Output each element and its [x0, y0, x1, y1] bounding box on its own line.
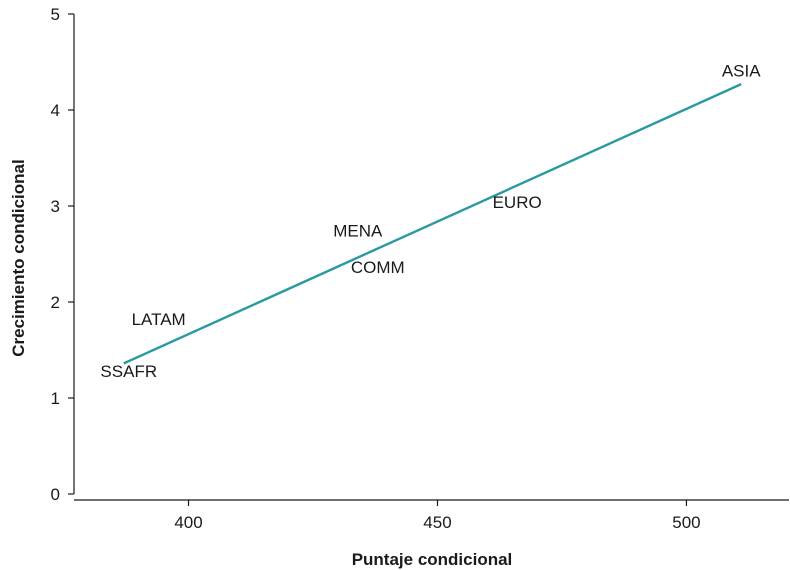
- annotation-layer: SSAFR LATAM MENA COMM EURO ASIA: [100, 61, 761, 380]
- y-axis: 0 1 2 3 4 5: [51, 5, 75, 504]
- x-tick-label: 500: [672, 513, 700, 532]
- point-label: ASIA: [722, 61, 761, 80]
- x-axis: 400 450 500: [74, 499, 789, 532]
- y-tick-label: 2: [51, 293, 60, 312]
- y-tick-label: 4: [51, 101, 60, 120]
- y-tick-label: 1: [51, 389, 60, 408]
- series-line: [123, 83, 742, 365]
- y-axis-title: Crecimiento condicional: [9, 159, 28, 356]
- x-axis-title: Puntaje condicional: [352, 550, 513, 569]
- y-tick-label: 5: [51, 5, 60, 24]
- point-label: SSAFR: [100, 362, 157, 381]
- series-layer: [123, 83, 742, 365]
- point-label: MENA: [333, 222, 383, 241]
- point-label: LATAM: [132, 310, 186, 329]
- x-tick-label: 400: [174, 513, 202, 532]
- y-tick-label: 0: [51, 485, 60, 504]
- point-label: EURO: [493, 193, 542, 212]
- y-tick-label: 3: [51, 197, 60, 216]
- point-label: COMM: [351, 258, 405, 277]
- x-tick-label: 450: [423, 513, 451, 532]
